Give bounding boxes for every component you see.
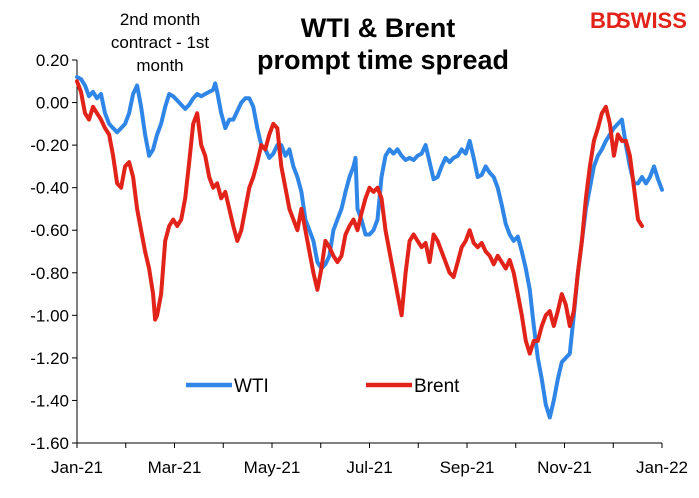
- axes: 0.20 0.00 -0.20 -0.40 -0.60 -0.80 -1.00 -1.20 -1…: [30, 51, 688, 477]
- logo-text-bd: BD: [590, 8, 622, 33]
- x-tick-label: Mar-21: [148, 458, 202, 477]
- y-tick-label: -1.00: [30, 306, 69, 325]
- x-tick-label: Sep-21: [440, 458, 495, 477]
- series-layer: [75, 75, 664, 420]
- y-tick-label: -0.60: [30, 221, 69, 240]
- logo-text-swiss: SWISS: [616, 8, 687, 33]
- x-tick-label: Jan-21: [51, 458, 103, 477]
- legend-label-wti: WTI: [234, 376, 269, 397]
- chart-title-line2: prompt time spread: [257, 45, 509, 75]
- x-tick-label: Jul-21: [346, 458, 392, 477]
- y-tick-label: -0.80: [30, 264, 69, 283]
- y-tick-label: -0.20: [30, 136, 69, 155]
- note-line1: 2nd month: [120, 10, 200, 29]
- series-line-wti: [75, 75, 664, 420]
- y-tick-label: -1.20: [30, 349, 69, 368]
- chart-title-line1: WTI & Brent: [301, 13, 456, 43]
- x-tick-label: May-21: [244, 458, 301, 477]
- x-tick-label: Nov-21: [537, 458, 592, 477]
- y-tick-label: 0.20: [36, 51, 69, 70]
- legend: WTI Brent: [186, 376, 460, 397]
- y-tick-label: 0.00: [36, 94, 69, 113]
- y-tick-label: -1.40: [30, 391, 69, 410]
- y-tick-label: -0.40: [30, 179, 69, 198]
- note-line2: contract - 1st: [111, 33, 210, 52]
- legend-label-brent: Brent: [414, 376, 460, 397]
- y-tick-label: -1.60: [30, 434, 69, 453]
- logo: BD SWISS: [590, 8, 687, 33]
- note-line3: month: [136, 56, 183, 75]
- x-tick-label: Jan-22: [636, 458, 688, 477]
- series-line-brent: [75, 79, 644, 356]
